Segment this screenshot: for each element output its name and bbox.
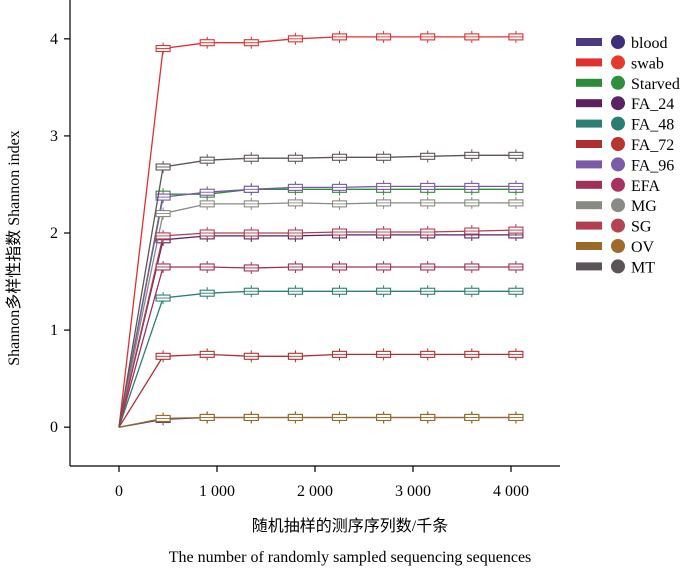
legend-dot	[611, 55, 625, 70]
legend-label: FA_72	[631, 137, 674, 154]
legend-swatch	[576, 58, 602, 67]
series-MG	[118, 196, 524, 428]
legend-swatch	[576, 99, 602, 108]
y-tick-label: 3	[50, 128, 58, 145]
plot-area	[118, 30, 524, 428]
series-FA_96	[118, 180, 524, 428]
legend-swatch	[576, 78, 602, 87]
series-line-FA_96	[118, 185, 516, 428]
legend-item-SG: SG	[576, 218, 652, 236]
legend-item-Starved: Starved	[576, 75, 680, 93]
legend-item-MT: MT	[576, 259, 655, 276]
series-FA_72	[118, 348, 524, 428]
series-MT	[118, 149, 524, 428]
series-line-EFA	[118, 266, 516, 428]
x-tick-label: 1 000	[199, 483, 235, 500]
series-swab	[118, 30, 524, 428]
legend-label: MT	[631, 259, 655, 276]
legend-label: OV	[631, 239, 655, 256]
series-line-OV	[118, 416, 516, 428]
legend-swatch	[576, 160, 602, 169]
series-blood	[118, 411, 524, 428]
legend-label: FA_96	[631, 157, 674, 174]
x-tick-label: 2 000	[297, 483, 333, 500]
series-FA_48	[118, 285, 524, 428]
legend-swatch	[576, 140, 602, 148]
legend-dot	[611, 35, 625, 49]
legend-swatch	[576, 201, 602, 210]
legend-swatch	[576, 221, 602, 230]
legend-dot	[611, 177, 625, 192]
legend-dot	[611, 137, 625, 151]
series-line-SG	[118, 229, 516, 428]
legend-dot	[611, 218, 625, 233]
legend-item-FA_72: FA_72	[576, 137, 674, 154]
axes: 0 1 2 3 4 0 1 000 2 000 3 000 4 000	[50, 0, 560, 500]
series-line-MG	[118, 202, 516, 428]
x-tick-label: 3 000	[395, 483, 431, 500]
series-SG	[118, 224, 524, 428]
legend-item-FA_96: FA_96	[576, 157, 674, 174]
legend-label: MG	[631, 198, 657, 215]
legend-swatch	[576, 38, 602, 46]
legend-item-blood: blood	[576, 35, 667, 52]
legend-swatch	[576, 242, 602, 250]
x-tick-label: 0	[115, 483, 123, 500]
series-EFA	[118, 260, 524, 428]
legend-dot	[611, 198, 625, 213]
legend-swatch	[576, 119, 602, 128]
series-line-blood	[118, 416, 516, 428]
legend-label: FA_48	[631, 117, 674, 134]
legend-label: swab	[631, 55, 664, 72]
legend-dot	[611, 96, 625, 111]
y-tick-label: 1	[50, 322, 58, 339]
y-axis-label: Shannon多样性指数 Shannon index	[5, 130, 23, 366]
y-tick-label: 4	[50, 31, 58, 48]
legend-item-FA_48: FA_48	[576, 116, 674, 134]
legend-item-FA_24: FA_24	[576, 96, 674, 113]
series-line-FA_72	[118, 353, 516, 428]
legend-label: EFA	[631, 178, 660, 195]
legend: blood swab Starved FA_24 FA_48 FA_72 FA_96 EFA M…	[576, 35, 680, 276]
legend-label: SG	[631, 219, 652, 236]
legend-dot	[611, 157, 625, 172]
legend-dot	[611, 75, 625, 90]
legend-dot	[611, 239, 625, 253]
legend-dot	[611, 259, 625, 274]
series-OV	[118, 411, 524, 428]
y-tick-label: 0	[50, 419, 58, 436]
series-line-FA_48	[118, 290, 516, 428]
legend-swatch	[576, 262, 602, 271]
legend-label: Starved	[631, 76, 680, 93]
series-line-swab	[118, 36, 516, 428]
series-line-MT	[118, 154, 516, 428]
legend-item-MG: MG	[576, 198, 657, 215]
series-Starved	[118, 183, 524, 428]
series-line-FA_24	[118, 234, 516, 428]
x-axis-label: 随机抽样的测序序列数/千条	[252, 517, 448, 535]
legend-label: FA_24	[631, 96, 674, 113]
legend-item-swab: swab	[576, 55, 664, 72]
y-tick-label: 2	[50, 225, 58, 242]
legend-item-EFA: EFA	[576, 177, 660, 195]
legend-dot	[611, 116, 625, 131]
x-tick-label: 4 000	[493, 483, 529, 500]
series-line-Starved	[118, 188, 516, 428]
legend-item-OV: OV	[576, 239, 655, 256]
x-axis-label-english: The number of randomly sampled sequencin…	[169, 549, 532, 566]
series-FA_24	[118, 228, 524, 428]
legend-swatch	[576, 180, 602, 189]
legend-label: blood	[631, 35, 667, 52]
